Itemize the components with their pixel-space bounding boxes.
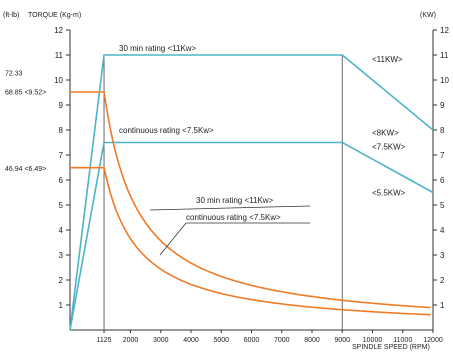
x-tick-label: 7000 (274, 337, 290, 344)
right-annotation: <7.5KW> (372, 142, 406, 151)
y-right-tick-label: 7 (440, 151, 445, 160)
y-left-unit: (ft-lb) (3, 12, 19, 19)
torque-30min-leader (149, 205, 311, 211)
x-tick-label: 5000 (213, 337, 229, 344)
y-right-tick-label: 10 (440, 76, 449, 85)
y-right-tick-label: 8 (440, 126, 445, 135)
y-left-tick-label: 9 (59, 101, 64, 110)
left-annotation: 46.94 <6.49> (5, 166, 46, 173)
left-annotation: 68.85 <9.52> (5, 89, 46, 96)
y-left-tick-label: 12 (54, 26, 63, 35)
y-left-tick-label: 8 (59, 126, 64, 135)
torque-series-1 (70, 166, 431, 316)
x-tick-label: 10000 (363, 337, 383, 344)
y-left-tick-label: 11 (55, 51, 64, 60)
x-tick-label: 8000 (304, 337, 320, 344)
y-right-tick-label: 3 (440, 251, 445, 260)
y-right-tick-label: 6 (440, 176, 445, 185)
torque-cont-leader (159, 222, 187, 256)
y-left-tick-label: 7 (59, 151, 64, 160)
power-cont-label: continuous rating <7.5Kw> (119, 126, 214, 135)
x-tick-label: 11000 (393, 337, 412, 344)
y-right-tick-label: 11 (440, 51, 449, 60)
chart-labels: (ft-lb) TORQUE (Kg-m) (KW) SPINDLE SPEED… (3, 12, 436, 351)
x-tick-label: 12000 (423, 337, 443, 344)
torque-30min-label: 30 min rating <11Kw> (196, 196, 274, 205)
y-left-title: TORQUE (Kg-m) (28, 12, 81, 19)
torque-cont-label: continuous rating <7.5Kw> (186, 213, 281, 222)
torque-curves (70, 91, 431, 316)
x-axis-title: SPINDLE SPEED (RPM) (352, 344, 430, 351)
torque-series-0 (70, 91, 431, 309)
power-series-0 (69, 54, 434, 331)
y-left-tick-label: 1 (59, 301, 64, 310)
right-annotation: <5.5KW> (372, 189, 406, 198)
x-tick-label: 1125 (97, 337, 112, 344)
y-right-title: (KW) (420, 12, 436, 19)
y-right-tick-label: 4 (440, 226, 445, 235)
y-right-tick-label: 5 (440, 201, 445, 210)
y-left-tick-label: 10 (54, 76, 63, 85)
x-tick-label: 6000 (244, 337, 260, 344)
y-right-tick-label: 9 (440, 101, 445, 110)
right-annotation: <8KW> (372, 129, 399, 138)
y-left-tick-label: 5 (59, 201, 64, 210)
y-left-tick-label: 2 (59, 276, 64, 285)
x-tick-label: 3000 (153, 337, 169, 344)
y-right-tick-label: 12 (440, 26, 449, 35)
power-30min-label: 30 min rating <11Kw> (119, 44, 197, 53)
power-curves (69, 54, 434, 331)
y-left-tick-label: 6 (59, 176, 64, 185)
y-left-tick-label: 3 (59, 251, 64, 260)
power-series-1 (69, 141, 434, 331)
x-tick-label: 9000 (334, 337, 350, 344)
y-right-tick-label: 2 (440, 276, 445, 285)
y-left-tick-label: 4 (59, 226, 64, 235)
y-right-tick-label: 1 (440, 301, 445, 310)
right-annotation: <11KW> (372, 55, 403, 64)
x-tick-label: 2000 (123, 337, 139, 344)
left-annotation: 72.33 (5, 71, 23, 78)
reference-lines (103, 55, 343, 330)
x-tick-label: 4000 (183, 337, 199, 344)
